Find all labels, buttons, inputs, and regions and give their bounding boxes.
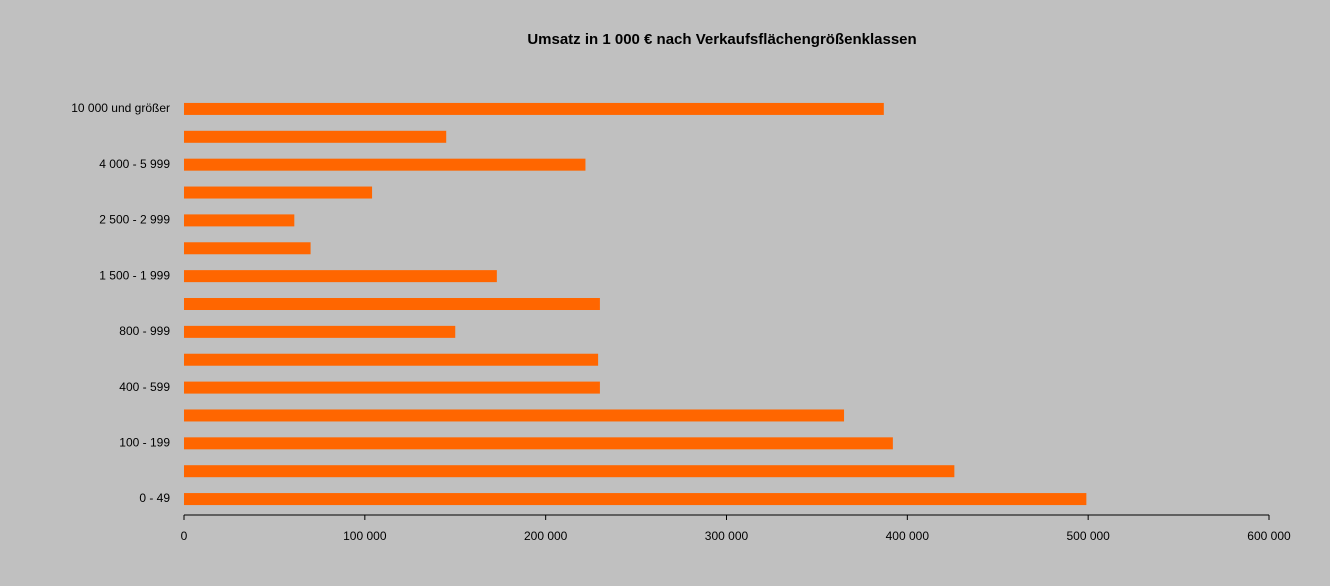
y-tick-label: 1 500 - 1 999 [99,268,170,282]
bar [184,353,599,366]
bar [184,381,600,394]
x-tick-label: 0 [181,529,188,543]
bar [184,102,884,115]
y-tick-label: 100 - 199 [119,436,170,450]
y-tick-label: 2 500 - 2 999 [99,213,170,227]
bar [184,409,845,422]
bar [184,465,955,478]
bar [184,242,311,255]
bar [184,437,893,450]
bar [184,270,497,283]
x-tick-label: 200 000 [524,529,568,543]
bar [184,325,456,338]
y-tick-label: 10 000 und größer [71,101,170,115]
y-tick-label: 0 - 49 [139,491,170,505]
x-tick-label: 300 000 [705,529,749,543]
y-tick-label: 800 - 999 [119,324,170,338]
x-tick-label: 100 000 [343,529,387,543]
bar [184,186,373,199]
bar [184,130,447,143]
bar [184,158,586,171]
bar [184,493,1087,506]
x-tick-label: 400 000 [886,529,930,543]
chart-title: Umsatz in 1 000 € nach Verkaufsflächengr… [527,31,916,48]
bar [184,298,600,310]
bar [184,214,295,227]
y-tick-label: 4 000 - 5 999 [99,157,170,171]
x-tick-label: 500 000 [1066,529,1110,543]
x-tick-label: 600 000 [1247,529,1291,543]
y-tick-label: 400 - 599 [119,380,170,394]
